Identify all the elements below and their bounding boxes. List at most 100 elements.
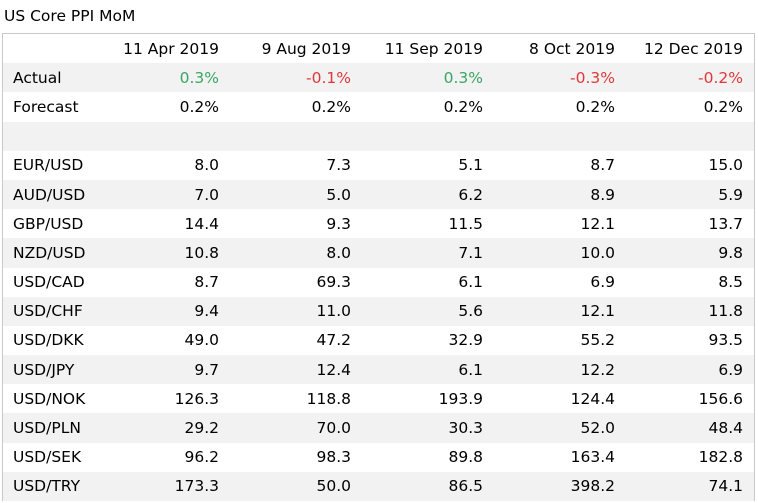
pair-value: 8.9 <box>494 179 626 210</box>
pair-row: GBP/USD 14.4 9.3 11.5 12.1 13.7 <box>3 209 754 238</box>
pair-value: 8.7 <box>194 273 219 292</box>
forecast-value: 0.2% <box>443 97 483 116</box>
pair-label: AUD/USD <box>3 179 95 210</box>
row-label: Forecast <box>13 97 79 116</box>
actual-value: -0.3% <box>494 63 626 93</box>
forecast-value: 0.2% <box>703 97 743 116</box>
pair-value: 86.5 <box>362 471 494 501</box>
pair-label: USD/CAD <box>13 273 85 292</box>
pair-value: 50.0 <box>230 471 362 501</box>
pair-value: 126.3 <box>174 389 219 408</box>
pair-value: 398.2 <box>494 471 626 501</box>
pair-label: USD/CHF <box>3 296 95 326</box>
pair-value: 93.5 <box>708 331 743 350</box>
row-label: Actual <box>3 63 95 93</box>
pair-value: 5.6 <box>362 296 494 326</box>
pair-value: 69.3 <box>316 273 351 292</box>
header-cell: 11 Apr 2019 <box>123 39 219 58</box>
pair-value: 193.9 <box>438 389 483 408</box>
pair-row: USD/SEK 96.2 98.3 89.8 163.4 182.8 <box>3 443 754 472</box>
actual-value: -0.1% <box>230 63 362 93</box>
forecast-value: 0.2% <box>575 97 615 116</box>
pair-value: 5.0 <box>230 179 362 210</box>
pair-value: 9.7 <box>95 355 230 385</box>
pair-value: 118.8 <box>306 389 351 408</box>
pair-label: USD/JPY <box>3 355 95 385</box>
pair-value: 11.5 <box>448 214 483 233</box>
pair-value: 10.8 <box>95 238 230 268</box>
pair-row: USD/CHF 9.4 11.0 5.6 12.1 11.8 <box>3 296 754 326</box>
pair-value: 8.5 <box>718 273 743 292</box>
forecast-row: Forecast 0.2% 0.2% 0.2% 0.2% 0.2% <box>3 92 754 121</box>
pair-value: 182.8 <box>698 448 743 467</box>
pair-value: 6.2 <box>362 179 494 210</box>
pair-value: 5.9 <box>626 179 754 210</box>
pair-value: 11.8 <box>626 296 754 326</box>
pair-value: 7.1 <box>362 238 494 268</box>
pair-value: 163.4 <box>570 448 615 467</box>
forecast-value: 0.2% <box>179 97 219 116</box>
pair-value: 6.1 <box>458 273 483 292</box>
pair-value: 29.2 <box>95 413 230 443</box>
pair-value: 7.0 <box>95 179 230 210</box>
pair-value: 124.4 <box>570 389 615 408</box>
pair-value: 8.0 <box>194 156 219 175</box>
pair-value: 14.4 <box>184 214 219 233</box>
ppi-table: 11 Apr 2019 9 Aug 2019 11 Sep 2019 8 Oct… <box>3 34 754 501</box>
pair-row: NZD/USD 10.8 8.0 7.1 10.0 9.8 <box>3 238 754 268</box>
pair-rows: EUR/USD 8.0 7.3 5.1 8.7 15.0 AUD/USD 7.0 5.0 6.2 8… <box>3 151 754 501</box>
header-cell: 9 Aug 2019 <box>261 39 351 58</box>
pair-value: 9.3 <box>326 214 351 233</box>
pair-row: USD/DKK 49.0 47.2 32.9 55.2 93.5 <box>3 326 754 355</box>
pair-label: NZD/USD <box>3 238 95 268</box>
pair-value: 9.8 <box>626 238 754 268</box>
pair-value: 12.2 <box>494 355 626 385</box>
pair-label: USD/PLN <box>3 413 95 443</box>
pair-value: 74.1 <box>626 471 754 501</box>
pair-label: USD/NOK <box>13 389 86 408</box>
header-cell: 11 Sep 2019 <box>384 39 483 58</box>
pair-value: 5.1 <box>458 156 483 175</box>
pair-value: 48.4 <box>626 413 754 443</box>
pair-value: 10.0 <box>494 238 626 268</box>
pair-value: 6.1 <box>362 355 494 385</box>
pair-value: 12.4 <box>230 355 362 385</box>
actual-value: -0.2% <box>626 63 754 93</box>
pair-row: USD/CAD 8.7 69.3 6.1 6.9 8.5 <box>3 268 754 297</box>
pair-label: GBP/USD <box>13 214 84 233</box>
header-cell: 12 Dec 2019 <box>643 39 743 58</box>
pair-row: USD/JPY 9.7 12.4 6.1 12.2 6.9 <box>3 355 754 385</box>
pair-value: 9.4 <box>95 296 230 326</box>
pair-value: 156.6 <box>698 389 743 408</box>
table-title: US Core PPI MoM <box>4 7 136 25</box>
forecast-value: 0.2% <box>311 97 351 116</box>
pair-row: USD/PLN 29.2 70.0 30.3 52.0 48.4 <box>3 413 754 443</box>
actual-value: 0.3% <box>95 63 230 93</box>
pair-value: 15.0 <box>708 156 743 175</box>
pair-value: 49.0 <box>184 331 219 350</box>
pair-value: 47.2 <box>316 331 351 350</box>
pair-value: 8.0 <box>230 238 362 268</box>
pair-value: 7.3 <box>326 156 351 175</box>
pair-row: USD/TRY 173.3 50.0 86.5 398.2 74.1 <box>3 471 754 501</box>
actual-row: Actual 0.3% -0.1% 0.3% -0.3% -0.2% <box>3 63 754 93</box>
header-row: 11 Apr 2019 9 Aug 2019 11 Sep 2019 8 Oct… <box>3 34 754 63</box>
pair-row: USD/NOK 126.3 118.8 193.9 124.4 156.6 <box>3 384 754 413</box>
pair-value: 11.0 <box>230 296 362 326</box>
pair-value: 96.2 <box>184 448 219 467</box>
pair-value: 6.9 <box>626 355 754 385</box>
pair-value: 70.0 <box>230 413 362 443</box>
pair-value: 173.3 <box>95 471 230 501</box>
pair-value: 8.7 <box>590 156 615 175</box>
pair-value: 12.1 <box>494 296 626 326</box>
pair-value: 30.3 <box>362 413 494 443</box>
header-cell: 8 Oct 2019 <box>529 39 615 58</box>
pair-label: USD/SEK <box>13 448 82 467</box>
pair-value: 55.2 <box>580 331 615 350</box>
pair-value: 98.3 <box>316 448 351 467</box>
pair-value: 12.1 <box>580 214 615 233</box>
pair-value: 32.9 <box>448 331 483 350</box>
pair-value: 52.0 <box>494 413 626 443</box>
pair-value: 6.9 <box>590 273 615 292</box>
pair-row: EUR/USD 8.0 7.3 5.1 8.7 15.0 <box>3 151 754 180</box>
